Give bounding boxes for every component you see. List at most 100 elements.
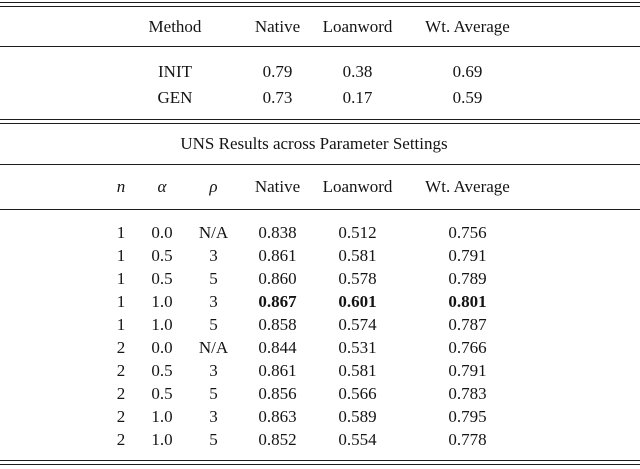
section-title: UNS Results across Parameter Settings	[180, 134, 448, 153]
wt-average-value: 0.756	[448, 222, 487, 242]
native-value: 0.861	[258, 245, 297, 265]
loanword-value: 0.589	[338, 406, 377, 426]
method-name: INIT	[158, 62, 192, 81]
loanword-value: 0.38	[342, 62, 373, 81]
header-rule	[0, 46, 640, 47]
table-row: 2 0.5 5 0.856 0.566 0.783	[0, 382, 640, 405]
loanword-value: 0.581	[338, 245, 377, 265]
alpha-value: 1.0	[151, 429, 173, 449]
table-row-best: 1 1.0 3 0.867 0.601 0.801	[0, 290, 640, 313]
rho-value: N/A	[198, 222, 229, 242]
alpha-value: 0.5	[151, 245, 173, 265]
rho-value: 3	[209, 360, 218, 380]
native-value: 0.860	[258, 268, 297, 288]
table-row: 1 0.5 5 0.860 0.578 0.789	[0, 267, 640, 290]
native-value: 0.861	[258, 360, 297, 380]
top-double-rule	[0, 2, 640, 7]
rho-value: 5	[209, 314, 218, 334]
n-value: 2	[116, 406, 126, 426]
alpha-value: 0.5	[151, 268, 173, 288]
alpha-value: 0.5	[151, 383, 173, 403]
rho-value: N/A	[198, 337, 229, 357]
method-name: GEN	[157, 88, 193, 107]
table-row: 2 1.0 5 0.852 0.554 0.778	[0, 428, 640, 451]
n-value: 1	[116, 245, 126, 265]
loanword-value: 0.512	[338, 222, 377, 242]
rho-column-header: ρ	[209, 177, 218, 196]
wt-average-value: 0.787	[448, 314, 487, 334]
wt-average-value: 0.766	[448, 337, 487, 357]
wt-average-value: 0.778	[448, 429, 487, 449]
wt-average-value: 0.783	[448, 383, 487, 403]
native-value: 0.856	[258, 383, 297, 403]
uns-table-body: 1 0.0 N/A 0.838 0.512 0.756 1 0.5 3 0.86…	[0, 210, 640, 460]
wt-average-value: 0.59	[452, 88, 483, 107]
alpha-value: 0.5	[151, 360, 173, 380]
rho-value: 5	[209, 268, 218, 288]
wt-average-value: 0.69	[452, 62, 483, 81]
rho-value: 3	[209, 245, 218, 265]
n-value: 1	[116, 291, 126, 311]
native-value: 0.852	[258, 429, 297, 449]
native-value: 0.844	[258, 337, 297, 357]
native-column-header: Native	[254, 177, 301, 196]
rho-value: 3	[209, 291, 218, 311]
table-row: 2 1.0 3 0.863 0.589 0.795	[0, 405, 640, 428]
native-value: 0.73	[262, 88, 293, 107]
table-row: 1 0.0 N/A 0.838 0.512 0.756	[0, 221, 640, 244]
loanword-value: 0.17	[342, 88, 373, 107]
alpha-value: 0.0	[151, 337, 173, 357]
title-rule	[0, 164, 640, 165]
n-value: 1	[116, 314, 126, 334]
uns-header-rule	[0, 209, 640, 210]
loanword-value: 0.578	[338, 268, 377, 288]
alpha-value: 1.0	[151, 406, 173, 426]
loanword-value: 0.554	[338, 429, 377, 449]
native-value: 0.79	[262, 62, 293, 81]
native-value: 0.838	[258, 222, 297, 242]
table-row: 1 1.0 5 0.858 0.574 0.787	[0, 313, 640, 336]
loanword-column-header: Loanword	[322, 177, 393, 196]
method-table-header-row: Method Native Loanword Wt. Average	[0, 7, 640, 46]
table-row: 1 0.5 3 0.861 0.581 0.791	[0, 244, 640, 267]
bottom-double-rule	[0, 460, 640, 465]
method-column-header: Method	[148, 16, 202, 36]
loanword-value: 0.566	[338, 383, 377, 403]
wt-average-value: 0.801	[448, 291, 487, 311]
rho-value: 5	[209, 383, 218, 403]
n-column-header: n	[116, 177, 126, 196]
n-value: 2	[116, 360, 126, 380]
n-value: 2	[116, 337, 126, 357]
uns-table-header-row: n α ρ Native Loanword Wt. Average	[0, 165, 640, 209]
rho-value: 5	[209, 429, 218, 449]
wt-average-value: 0.795	[448, 406, 487, 426]
section-double-rule	[0, 119, 640, 124]
wt-average-value: 0.791	[448, 360, 487, 380]
wt-average-value: 0.791	[448, 245, 487, 265]
alpha-value: 1.0	[151, 314, 173, 334]
alpha-value: 0.0	[151, 222, 173, 242]
loanword-column-header: Loanword	[322, 16, 393, 36]
native-value: 0.858	[258, 314, 297, 334]
table-row: 2 0.5 3 0.861 0.581 0.791	[0, 359, 640, 382]
loanword-value: 0.574	[338, 314, 377, 334]
n-value: 2	[116, 383, 126, 403]
wt-average-column-header: Wt. Average	[425, 177, 510, 196]
alpha-value: 1.0	[151, 291, 173, 311]
n-value: 1	[116, 268, 126, 288]
loanword-value: 0.581	[338, 360, 377, 380]
native-value: 0.867	[258, 291, 297, 311]
table-row-init: INIT 0.79 0.38 0.69	[0, 59, 640, 85]
n-value: 2	[116, 429, 126, 449]
alpha-column-header: α	[157, 177, 167, 196]
table-row: 2 0.0 N/A 0.844 0.531 0.766	[0, 336, 640, 359]
loanword-value: 0.601	[338, 291, 377, 311]
table-row-gen: GEN 0.73 0.17 0.59	[0, 85, 640, 111]
native-column-header: Native	[254, 16, 301, 36]
wt-average-value: 0.789	[448, 268, 487, 288]
n-value: 1	[116, 222, 126, 242]
loanword-value: 0.531	[338, 337, 377, 357]
wt-average-column-header: Wt. Average	[425, 16, 510, 36]
method-table-body: INIT 0.79 0.38 0.69 GEN 0.73 0.17 0.59	[0, 47, 640, 119]
